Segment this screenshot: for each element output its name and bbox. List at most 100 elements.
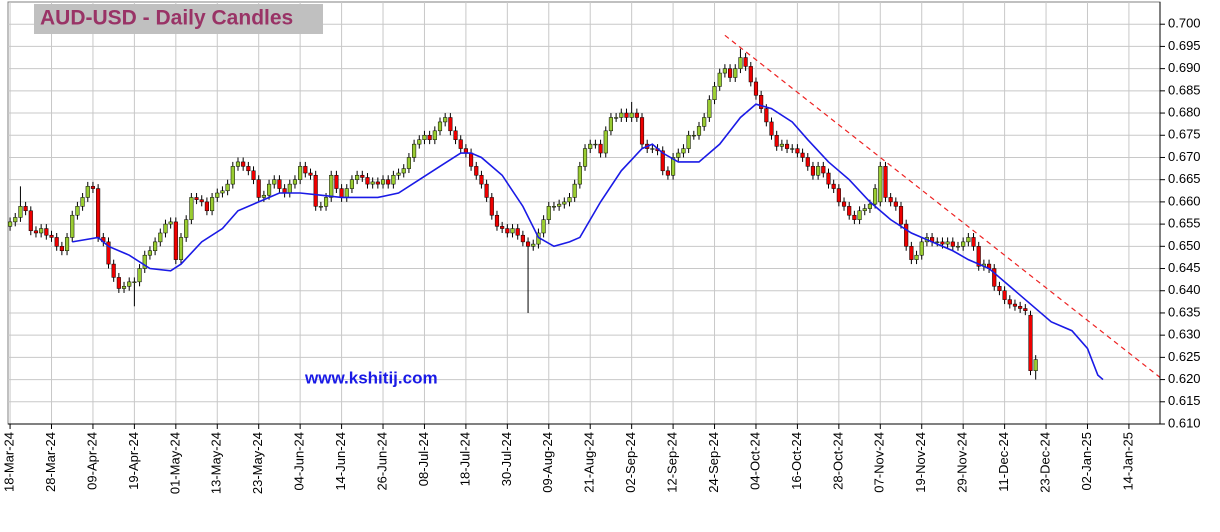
x-tick-label: 08-Jul-24 — [416, 432, 431, 486]
x-tick-label: 18-Jul-24 — [457, 432, 472, 486]
candle-body — [707, 99, 712, 118]
candle-body — [85, 186, 90, 198]
candle-body — [59, 246, 64, 252]
trend-line — [724, 34, 1161, 378]
candle-body — [406, 157, 411, 169]
x-tick-label: 14-Jun-24 — [333, 432, 348, 491]
x-tick-label: 23-May-24 — [250, 432, 265, 494]
x-tick-label: 29-Nov-24 — [955, 432, 970, 493]
candle-body — [893, 201, 898, 207]
candle-body — [422, 135, 427, 140]
candle-body — [510, 228, 515, 234]
candle-body — [298, 166, 303, 180]
candle-body — [489, 197, 494, 216]
x-tick-label: 02-Jan-25 — [1079, 432, 1094, 491]
candle-body — [401, 168, 406, 174]
candle-body — [106, 241, 111, 265]
x-tick-label: 14-Jan-25 — [1120, 432, 1135, 491]
y-tick-label: 0.645 — [1168, 260, 1201, 275]
candle-body — [334, 174, 339, 189]
candle-body — [168, 221, 173, 225]
candle-body — [567, 197, 572, 203]
candle-body — [955, 246, 961, 248]
y-tick-label: 0.635 — [1168, 304, 1201, 319]
y-tick-label: 0.615 — [1168, 393, 1201, 408]
candle-body — [888, 197, 893, 203]
candle-body — [448, 117, 453, 132]
candle-body — [386, 179, 391, 185]
y-tick-label: 0.620 — [1168, 371, 1201, 386]
candle-body — [541, 219, 546, 234]
candle-body — [852, 214, 857, 220]
candle-body — [116, 277, 121, 289]
candle-body — [412, 143, 417, 158]
candle-body — [1012, 303, 1018, 307]
candle-body — [562, 201, 567, 205]
candle-body — [215, 192, 220, 198]
candle-body — [598, 143, 603, 154]
candle-body — [375, 181, 380, 185]
candle-body — [546, 206, 551, 220]
candle-body — [660, 150, 665, 172]
x-tick-label: 12-Sep-24 — [665, 432, 680, 493]
x-tick-label: 01-May-24 — [167, 432, 182, 494]
y-tick-label: 0.610 — [1168, 415, 1201, 430]
candle-body — [743, 57, 748, 67]
candle-body — [292, 179, 298, 185]
candle-body — [976, 246, 981, 267]
candle-body — [961, 241, 966, 247]
candle-body — [867, 203, 872, 209]
x-tick-label: 28-Oct-24 — [830, 432, 845, 490]
x-tick-label: 16-Oct-24 — [789, 432, 804, 490]
marks — [8, 34, 1161, 381]
candle-body — [593, 143, 598, 146]
candle-body — [391, 174, 396, 185]
candle-body — [810, 166, 816, 176]
candle-body — [8, 221, 13, 227]
candle-body — [800, 152, 805, 158]
candle-body — [137, 268, 142, 283]
candle-body — [173, 221, 178, 260]
candle-body — [557, 203, 562, 207]
y-tick-label: 0.670 — [1168, 149, 1201, 164]
candle-body — [847, 206, 852, 216]
candle-body — [90, 186, 96, 189]
candle-body — [883, 166, 888, 198]
candle-body — [691, 135, 696, 137]
candle-body — [349, 179, 355, 189]
y-tick-label: 0.680 — [1168, 104, 1201, 119]
candle-body — [303, 166, 308, 174]
candle-body — [251, 170, 256, 180]
x-tick-label: 13-May-24 — [209, 432, 224, 494]
candle-body — [909, 246, 914, 260]
x-tick-label: 24-Sep-24 — [706, 432, 721, 493]
candle-body — [33, 230, 39, 234]
candle-body — [971, 237, 976, 247]
candle-body — [437, 121, 443, 132]
y-tick-label: 0.660 — [1168, 193, 1201, 208]
candle-body — [163, 223, 168, 234]
candle-body — [432, 130, 437, 140]
candle-body — [230, 166, 235, 185]
candle-body — [774, 135, 779, 147]
candle-body — [935, 241, 940, 243]
y-tick-label: 0.650 — [1168, 238, 1201, 253]
y-tick-label: 0.665 — [1168, 171, 1201, 186]
x-tick-label: 30-Jul-24 — [499, 432, 514, 486]
candle-body — [132, 281, 137, 283]
candle-body — [945, 241, 950, 245]
candle-body — [261, 194, 266, 198]
candle-body — [779, 143, 784, 147]
candle-body — [614, 117, 619, 119]
candle-body — [878, 166, 883, 203]
candle-body — [619, 112, 624, 118]
candle-body — [676, 152, 681, 158]
candle-body — [836, 188, 841, 203]
x-tick-label: 02-Sep-24 — [623, 432, 638, 493]
candle-body — [992, 268, 997, 287]
x-tick-label: 09-Aug-24 — [540, 432, 555, 493]
candle-body — [28, 210, 33, 232]
candle-body — [39, 228, 44, 234]
candle-body — [551, 206, 557, 208]
